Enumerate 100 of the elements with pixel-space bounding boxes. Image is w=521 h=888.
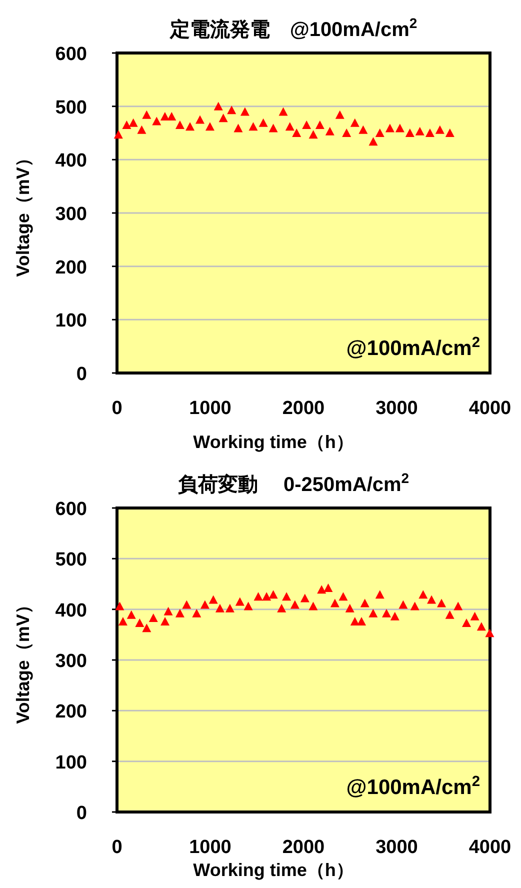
point [142,624,152,632]
x-tick-label: 3000 [376,837,418,858]
point [240,107,250,116]
point [395,124,404,132]
y-tick-label: 300 [55,204,87,225]
x-tick-label: 1000 [189,837,232,858]
point [227,106,236,114]
x-tick-label: 4000 [468,837,512,858]
point [225,604,234,612]
point [360,598,370,608]
x-axis-title: Working time（h） [193,860,354,880]
x-tick-label: 4000 [468,398,512,419]
y-tick-label: 400 [55,150,87,172]
point [282,592,292,601]
point [410,602,420,610]
point [235,597,244,606]
y-tick-label: 600 [55,499,87,520]
point [308,602,318,610]
point [454,602,463,610]
y-tick-label: 600 [55,44,87,65]
point [152,116,162,126]
point [375,128,384,138]
y-tick-label: 400 [55,600,87,622]
point [462,618,471,628]
point [248,122,258,131]
y-tick-label: 200 [55,702,87,723]
point [350,118,360,127]
y-tick-label: 0 [76,803,87,824]
point [234,124,243,132]
point [142,110,152,119]
point [368,137,378,146]
point [300,594,310,602]
y-tick-label: 100 [55,752,87,774]
x-tick-label: 2000 [282,837,325,858]
point [445,610,454,619]
point [375,590,384,599]
point [218,114,228,122]
y-axis-title: Voltage（mV） [13,596,33,724]
point [350,617,360,626]
point [268,590,278,599]
point [214,102,223,110]
point [325,126,334,136]
point [254,592,263,601]
point [385,124,394,132]
point [192,608,202,618]
x-tick-label: 0 [112,398,122,419]
y-tick-label: 500 [55,97,87,118]
chart-title: 負荷変動 0-250mA/cm$^{2}$ [178,470,410,496]
point [167,112,176,120]
point [126,610,136,619]
point [405,128,414,138]
point [278,107,288,116]
point [358,125,368,134]
point [415,126,424,136]
point [215,604,224,612]
annotation: @100mA/cm$^{2}$ [346,774,480,799]
y-tick-label: 300 [55,651,87,672]
point [382,608,391,618]
point [390,612,400,620]
y-axis-title: Voltage（mV） [13,149,33,277]
point [135,618,144,628]
chart-title: 定電流発電 @100mA/cm$^{2}$ [168,15,418,41]
point [164,606,173,616]
point [195,115,204,124]
point [398,600,408,609]
point [258,118,268,127]
point [315,120,324,130]
point [470,612,480,620]
point [290,600,300,609]
y-tick-label: 200 [55,257,87,278]
point [205,122,214,131]
point [118,617,128,626]
y-tick-label: 100 [55,310,87,332]
point [200,600,210,609]
point [262,592,272,601]
point [425,128,434,138]
point [186,122,195,131]
annotation: @100mA/cm$^{2}$ [346,335,480,360]
point [175,608,184,618]
point [338,592,348,601]
point [330,598,340,608]
point [308,130,318,139]
x-axis-title: Working time（h） [193,432,354,452]
point [114,130,123,139]
point [437,598,446,608]
point [148,613,158,622]
point [342,128,352,138]
point [128,118,138,127]
point [476,622,486,631]
point [137,125,146,134]
point [160,617,170,626]
y-tick-label: 500 [55,550,87,571]
point [244,602,253,610]
point [268,124,278,132]
y-tick-label: 0 [76,364,87,385]
point [285,122,294,131]
point [485,628,494,638]
point [345,604,354,612]
point [302,120,312,130]
point [427,595,436,604]
